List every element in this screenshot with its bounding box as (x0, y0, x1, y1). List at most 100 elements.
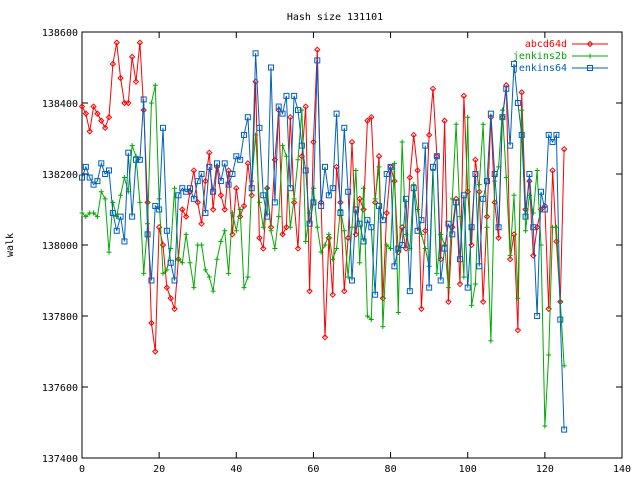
data-point (503, 85, 510, 92)
data-point (465, 114, 471, 120)
data-point (418, 305, 425, 313)
data-point (433, 153, 440, 160)
data-point (214, 160, 220, 167)
data-point (118, 192, 124, 198)
data-point (302, 167, 309, 174)
data-point (148, 277, 155, 284)
data-point (414, 227, 421, 234)
data-point (364, 217, 371, 224)
chart-title: Hash size 131101 (287, 12, 383, 23)
data-point (237, 156, 244, 163)
data-point (294, 245, 302, 252)
data-point (425, 131, 433, 139)
axes: 0 20 40 60 80 100 120 140 137400 137600 137800 1380… (42, 28, 631, 475)
data-point (561, 426, 568, 433)
legend-marker (586, 40, 594, 48)
data-point (98, 189, 104, 195)
data-point (360, 206, 367, 213)
data-point (121, 238, 128, 245)
data-point (376, 202, 382, 209)
series-line (81, 85, 565, 427)
data-point (356, 195, 363, 203)
data-point (488, 338, 494, 344)
data-point (356, 220, 363, 227)
data-point (276, 214, 282, 220)
data-point (136, 156, 143, 163)
data-point (364, 117, 371, 124)
data-point (175, 256, 181, 262)
data-point (190, 195, 197, 202)
data-point (391, 263, 398, 270)
data-point (526, 177, 533, 185)
data-point (82, 163, 89, 170)
data-point (334, 246, 340, 252)
data-point (472, 156, 479, 164)
data-point (468, 224, 475, 231)
data-point (445, 298, 452, 306)
data-point (275, 103, 282, 110)
data-point (248, 192, 255, 199)
data-point (422, 246, 428, 252)
data-point (133, 156, 139, 163)
data-point (283, 224, 290, 231)
data-point (225, 167, 232, 174)
data-point (283, 153, 289, 159)
data-point (341, 124, 348, 131)
data-point (534, 313, 541, 319)
data-point (426, 263, 432, 269)
data-point (499, 114, 506, 121)
data-point (546, 352, 552, 358)
y-tick-label: 138000 (42, 241, 78, 252)
data-point (534, 167, 540, 173)
data-point (437, 255, 444, 263)
y-tick-label: 138200 (42, 170, 78, 181)
data-point (345, 188, 352, 195)
data-point (171, 305, 178, 313)
data-point (109, 210, 116, 217)
data-point (91, 210, 97, 216)
data-point (298, 142, 305, 149)
data-point (128, 53, 136, 61)
data-point (461, 274, 467, 280)
data-point (503, 175, 509, 181)
data-point (129, 143, 135, 149)
data-point (222, 228, 228, 234)
data-point (368, 224, 375, 231)
data-point (511, 192, 517, 198)
data-point (434, 270, 440, 276)
data-point (479, 298, 487, 306)
data-point (136, 39, 144, 46)
data-point (86, 174, 93, 181)
data-point (553, 131, 560, 138)
data-point (441, 245, 448, 252)
data-point (538, 188, 544, 195)
data-point (252, 50, 259, 57)
legend-label: jenkins64 (513, 63, 567, 74)
data-point (503, 82, 510, 89)
data-point (325, 234, 333, 242)
data-point (542, 423, 548, 429)
data-point (78, 103, 86, 110)
data-point (140, 96, 147, 103)
data-point (82, 110, 90, 117)
data-point (260, 245, 267, 252)
data-point (318, 202, 325, 209)
data-point (233, 184, 240, 192)
x-tick-label: 60 (307, 464, 319, 475)
x-tick-label: 20 (153, 464, 165, 475)
x-tick-label: 0 (79, 464, 85, 475)
data-point (94, 178, 101, 185)
data-point (321, 334, 329, 341)
data-point (172, 185, 178, 191)
data-point (179, 206, 186, 213)
data-point (233, 153, 240, 160)
data-point (560, 145, 568, 153)
data-point (121, 175, 127, 181)
data-point (519, 107, 525, 113)
data-point (453, 121, 459, 127)
data-point (357, 260, 363, 266)
data-point (530, 210, 536, 216)
data-point (79, 174, 85, 181)
data-point (530, 224, 537, 231)
data-point (194, 178, 201, 185)
